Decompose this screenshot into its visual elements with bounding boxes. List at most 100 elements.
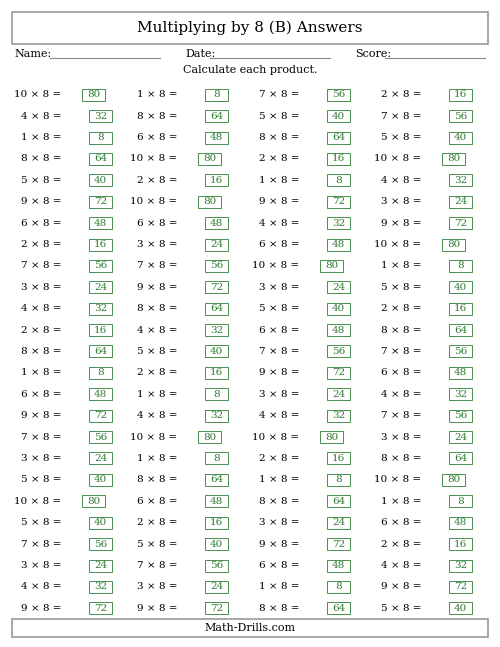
Text: 8 × 8 =: 8 × 8 =: [137, 111, 177, 120]
FancyBboxPatch shape: [89, 217, 112, 229]
Text: 1 × 8 =: 1 × 8 =: [259, 582, 300, 591]
Text: 56: 56: [332, 347, 345, 356]
Text: 72: 72: [210, 283, 223, 292]
Text: 32: 32: [210, 411, 223, 420]
Text: 1 × 8 =: 1 × 8 =: [21, 368, 61, 377]
FancyBboxPatch shape: [327, 345, 350, 358]
Text: 7 × 8 =: 7 × 8 =: [137, 561, 177, 570]
FancyBboxPatch shape: [449, 174, 472, 186]
FancyBboxPatch shape: [205, 517, 228, 529]
Text: 4 × 8 =: 4 × 8 =: [137, 325, 177, 334]
FancyBboxPatch shape: [89, 602, 112, 614]
FancyBboxPatch shape: [449, 581, 472, 593]
Text: 6 × 8 =: 6 × 8 =: [137, 497, 177, 506]
Text: 9 × 8 =: 9 × 8 =: [259, 368, 300, 377]
Text: 40: 40: [94, 176, 107, 185]
FancyBboxPatch shape: [449, 538, 472, 550]
Text: 10 × 8 =: 10 × 8 =: [374, 155, 421, 164]
Text: 6 × 8 =: 6 × 8 =: [21, 389, 61, 399]
Text: 6 × 8 =: 6 × 8 =: [381, 368, 422, 377]
Text: 8 × 8 =: 8 × 8 =: [381, 454, 422, 463]
Text: 5 × 8 =: 5 × 8 =: [259, 304, 300, 313]
FancyBboxPatch shape: [327, 602, 350, 614]
FancyBboxPatch shape: [449, 388, 472, 400]
Text: 8 × 8 =: 8 × 8 =: [137, 304, 177, 313]
Text: 16: 16: [94, 240, 107, 249]
Text: Multiplying by 8 (B) Answers: Multiplying by 8 (B) Answers: [137, 21, 363, 35]
Text: 64: 64: [454, 454, 467, 463]
Text: 10 × 8 =: 10 × 8 =: [252, 261, 299, 270]
Text: 8 × 8 =: 8 × 8 =: [21, 155, 61, 164]
Text: 4 × 8 =: 4 × 8 =: [137, 411, 177, 420]
Text: 8 × 8 =: 8 × 8 =: [259, 133, 300, 142]
Text: Calculate each product.: Calculate each product.: [183, 65, 318, 75]
FancyBboxPatch shape: [205, 174, 228, 186]
FancyBboxPatch shape: [205, 239, 228, 250]
FancyBboxPatch shape: [205, 410, 228, 422]
FancyBboxPatch shape: [327, 217, 350, 229]
FancyBboxPatch shape: [89, 517, 112, 529]
Text: 5 × 8 =: 5 × 8 =: [381, 283, 422, 292]
FancyBboxPatch shape: [89, 474, 112, 486]
FancyBboxPatch shape: [449, 89, 472, 101]
Text: 7 × 8 =: 7 × 8 =: [381, 111, 422, 120]
FancyBboxPatch shape: [12, 12, 488, 44]
FancyBboxPatch shape: [327, 581, 350, 593]
Text: 72: 72: [454, 219, 467, 228]
FancyBboxPatch shape: [327, 560, 350, 571]
FancyBboxPatch shape: [442, 239, 465, 250]
Text: 10 × 8 =: 10 × 8 =: [374, 240, 421, 249]
Text: 8: 8: [213, 90, 220, 99]
FancyBboxPatch shape: [449, 367, 472, 379]
Text: 48: 48: [210, 219, 223, 228]
Text: Score:: Score:: [355, 49, 391, 59]
Text: 72: 72: [94, 411, 107, 420]
Text: 10 × 8 =: 10 × 8 =: [130, 155, 177, 164]
Text: 56: 56: [210, 261, 223, 270]
Text: 80: 80: [203, 433, 216, 442]
FancyBboxPatch shape: [89, 195, 112, 208]
Text: 2 × 8 =: 2 × 8 =: [381, 90, 422, 99]
FancyBboxPatch shape: [89, 131, 112, 144]
Text: 5 × 8 =: 5 × 8 =: [381, 604, 422, 613]
Text: 9 × 8 =: 9 × 8 =: [21, 604, 61, 613]
Text: 8: 8: [213, 454, 220, 463]
FancyBboxPatch shape: [89, 388, 112, 400]
Text: 40: 40: [94, 476, 107, 485]
FancyBboxPatch shape: [449, 452, 472, 465]
FancyBboxPatch shape: [327, 131, 350, 144]
Text: 40: 40: [332, 111, 345, 120]
FancyBboxPatch shape: [327, 496, 350, 507]
FancyBboxPatch shape: [205, 260, 228, 272]
Text: 56: 56: [454, 111, 467, 120]
Text: 64: 64: [210, 476, 223, 485]
Text: 80: 80: [447, 476, 460, 485]
FancyBboxPatch shape: [442, 474, 465, 486]
Text: 80: 80: [325, 261, 338, 270]
Text: 3 × 8 =: 3 × 8 =: [21, 283, 61, 292]
Text: 72: 72: [454, 582, 467, 591]
Text: 16: 16: [454, 540, 467, 549]
FancyBboxPatch shape: [449, 560, 472, 571]
Text: 32: 32: [94, 582, 107, 591]
Text: 48: 48: [332, 325, 345, 334]
FancyBboxPatch shape: [327, 538, 350, 550]
Text: 24: 24: [454, 197, 467, 206]
Text: 24: 24: [332, 283, 345, 292]
FancyBboxPatch shape: [89, 281, 112, 293]
FancyBboxPatch shape: [205, 367, 228, 379]
Text: 80: 80: [447, 240, 460, 249]
Text: 40: 40: [454, 283, 467, 292]
Text: 80: 80: [87, 497, 100, 506]
Text: 4 × 8 =: 4 × 8 =: [381, 561, 422, 570]
Text: 64: 64: [332, 133, 345, 142]
Text: 2 × 8 =: 2 × 8 =: [137, 518, 177, 527]
Text: 5 × 8 =: 5 × 8 =: [381, 133, 422, 142]
Text: 80: 80: [203, 155, 216, 164]
FancyBboxPatch shape: [320, 260, 343, 272]
Text: 3 × 8 =: 3 × 8 =: [137, 582, 177, 591]
FancyBboxPatch shape: [327, 474, 350, 486]
Text: 80: 80: [87, 90, 100, 99]
Text: 16: 16: [454, 304, 467, 313]
Text: 48: 48: [454, 368, 467, 377]
